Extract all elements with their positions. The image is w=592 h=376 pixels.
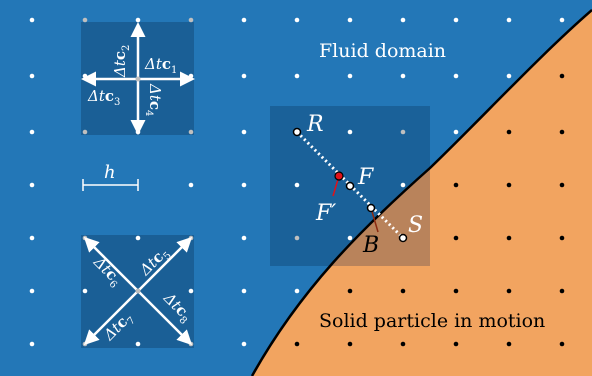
solid-node <box>506 182 512 188</box>
arrow-c8 <box>137 290 193 346</box>
solid-node <box>506 341 512 347</box>
label-c3: Δtc3 <box>87 87 120 108</box>
fluid-node <box>347 235 353 241</box>
point-R <box>292 127 302 137</box>
point-B <box>366 203 376 213</box>
fluid-node <box>347 73 353 79</box>
fluid-node <box>241 235 247 241</box>
solid-node <box>400 288 406 294</box>
solid-node <box>559 182 565 188</box>
fluid-node <box>135 17 141 23</box>
fluid-node <box>453 73 459 79</box>
fluid-node <box>188 182 194 188</box>
fluid-node <box>241 341 247 347</box>
fluid-node <box>294 288 300 294</box>
arrow-c7 <box>83 290 139 346</box>
fluid-node <box>400 73 406 79</box>
fluid-node <box>241 182 247 188</box>
fluid-node <box>29 182 35 188</box>
fluid-node <box>29 235 35 241</box>
fluid-node <box>506 17 512 23</box>
solid-node <box>453 288 459 294</box>
fluid-node <box>453 17 459 23</box>
solid-particle-label: Solid particle in motion <box>319 310 545 332</box>
solid-node <box>506 235 512 241</box>
solid-node <box>453 182 459 188</box>
fluid-node <box>241 17 247 23</box>
point-F-prime <box>334 171 344 181</box>
fluid-node <box>135 235 141 241</box>
fluid-node <box>29 17 35 23</box>
label-B: B <box>362 233 379 258</box>
diagonal-velocity-arrows <box>83 236 193 346</box>
fluid-node <box>82 73 88 79</box>
solid-node <box>559 288 565 294</box>
arrow-c5 <box>137 236 193 292</box>
fluid-node <box>400 182 406 188</box>
solid-node <box>559 73 565 79</box>
solid-node <box>559 341 565 347</box>
arrow-c6 <box>83 236 139 292</box>
fluid-node <box>506 73 512 79</box>
solid-node <box>506 288 512 294</box>
fluid-node <box>82 288 88 294</box>
fluid-node <box>29 341 35 347</box>
fluid-node <box>453 129 459 135</box>
label-S: S <box>408 213 423 238</box>
fluid-node <box>241 73 247 79</box>
label-c2: Δtc2 <box>111 45 132 78</box>
fluid-node <box>188 73 194 79</box>
fluid-node <box>29 129 35 135</box>
fluid-node <box>400 129 406 135</box>
axis-velocity-arrows <box>81 22 195 135</box>
label-F: F <box>357 165 374 190</box>
stencil-center-node-diagonal <box>135 288 141 294</box>
fluid-node <box>294 17 300 23</box>
stencil-center-node-axis <box>135 76 141 82</box>
solid-node <box>347 288 353 294</box>
solid-node <box>559 235 565 241</box>
label-c1: Δtc1 <box>144 55 177 76</box>
solid-node <box>400 341 406 347</box>
solid-node <box>559 129 565 135</box>
spacing-indicator <box>82 179 139 191</box>
solid-boundary-curve <box>250 9 592 376</box>
fluid-node <box>347 129 353 135</box>
solid-node <box>294 341 300 347</box>
fluid-node <box>29 288 35 294</box>
solid-node <box>453 235 459 241</box>
fluid-node <box>188 129 194 135</box>
solid-node <box>453 341 459 347</box>
fluid-node <box>241 129 247 135</box>
fluid-node <box>400 17 406 23</box>
fluid-domain-label: Fluid domain <box>319 40 446 62</box>
fluid-node <box>241 288 247 294</box>
fluid-node <box>29 73 35 79</box>
fluid-node <box>135 341 141 347</box>
point-F <box>345 181 355 191</box>
fluid-node <box>188 17 194 23</box>
fluid-node <box>82 129 88 135</box>
fluid-node <box>294 235 300 241</box>
fluid-node <box>559 17 565 23</box>
solid-node <box>506 129 512 135</box>
label-F-prime: F′ <box>315 201 336 226</box>
fluid-node <box>347 17 353 23</box>
fluid-node <box>188 288 194 294</box>
spacing-label: h <box>104 162 116 183</box>
label-R: R <box>306 112 324 137</box>
label-c4: Δtc4 <box>143 83 164 116</box>
fluid-node <box>294 182 300 188</box>
fluid-node <box>82 17 88 23</box>
solid-node <box>347 341 353 347</box>
fluid-node <box>294 73 300 79</box>
point-S <box>398 233 408 243</box>
